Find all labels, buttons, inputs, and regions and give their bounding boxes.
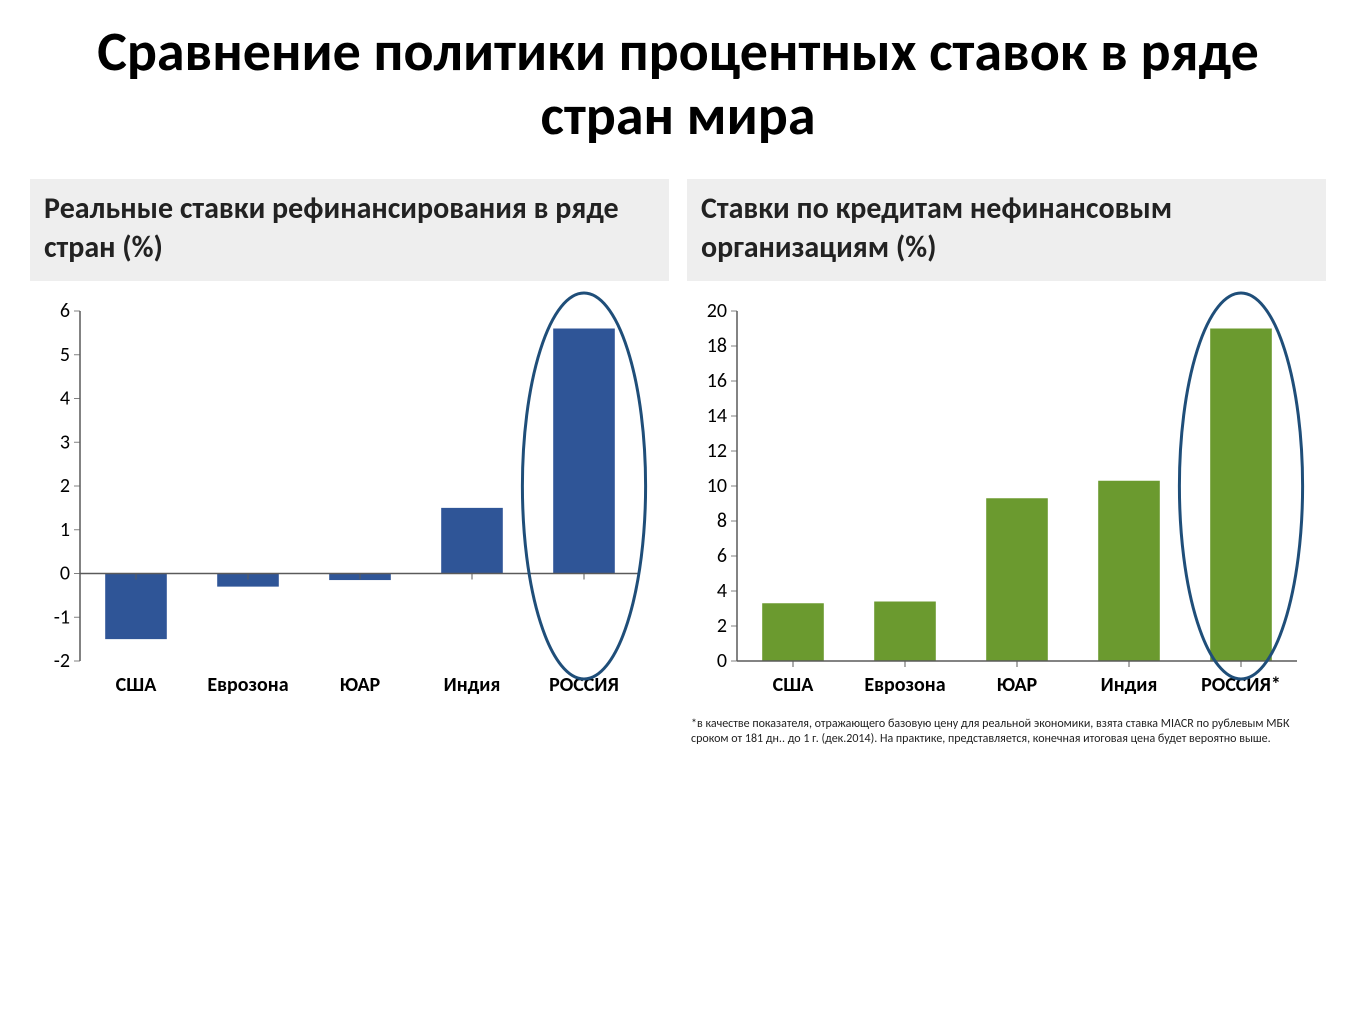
svg-text:4: 4 xyxy=(60,386,70,410)
svg-text:0: 0 xyxy=(60,561,70,585)
svg-text:6: 6 xyxy=(717,544,727,568)
chart-right-svg: 0 2 4 6 8 10 12 14 16 18 20 США Еврозона ЮАР Индия РОСС… xyxy=(687,281,1307,711)
svg-text:6: 6 xyxy=(60,299,70,323)
svg-text:2: 2 xyxy=(60,474,70,498)
main-title: Сравнение политики процентных ставок в р… xyxy=(30,20,1326,149)
svg-text:18: 18 xyxy=(707,334,727,358)
chart-right-title: Ставки по кредитам нефинансовым организа… xyxy=(687,179,1326,281)
svg-text:8: 8 xyxy=(717,509,727,533)
svg-text:ЮАР: ЮАР xyxy=(997,673,1038,697)
chart-left-area: -2 -1 0 1 2 3 4 5 6 США Еврозона ЮАР Индия РОССИЯ xyxy=(30,281,669,751)
svg-text:20: 20 xyxy=(707,299,727,323)
svg-text:РОССИЯ: РОССИЯ xyxy=(549,673,619,697)
charts-row: Реальные ставки рефинансирования в ряде … xyxy=(30,179,1326,751)
chart-panel-left: Реальные ставки рефинансирования в ряде … xyxy=(30,179,669,751)
svg-text:1: 1 xyxy=(60,518,70,542)
svg-text:16: 16 xyxy=(707,369,727,393)
svg-text:Еврозона: Еврозона xyxy=(207,673,288,697)
svg-text:-2: -2 xyxy=(54,649,70,673)
svg-text:14: 14 xyxy=(707,404,727,428)
svg-text:5: 5 xyxy=(60,343,70,367)
svg-text:3: 3 xyxy=(60,430,70,454)
chart-right-footnote: *в качестве показателя, отражающего базо… xyxy=(687,711,1326,751)
slide: Сравнение политики процентных ставок в р… xyxy=(0,0,1356,1022)
chart-left-svg: -2 -1 0 1 2 3 4 5 6 США Еврозона ЮАР Индия РОССИЯ xyxy=(30,281,650,711)
svg-text:Индия: Индия xyxy=(444,673,501,697)
svg-text:ЮАР: ЮАР xyxy=(340,673,381,697)
svg-text:США: США xyxy=(773,673,815,697)
svg-text:-1: -1 xyxy=(54,605,70,629)
svg-text:Индия: Индия xyxy=(1101,673,1158,697)
svg-text:Еврозона: Еврозона xyxy=(864,673,945,697)
svg-text:2: 2 xyxy=(717,614,727,638)
chart-left-title: Реальные ставки рефинансирования в ряде … xyxy=(30,179,669,281)
svg-text:4: 4 xyxy=(717,579,727,603)
svg-text:10: 10 xyxy=(707,474,727,498)
svg-text:РОССИЯ*: РОССИЯ* xyxy=(1201,673,1281,697)
svg-text:США: США xyxy=(116,673,158,697)
chart-panel-right: Ставки по кредитам нефинансовым организа… xyxy=(687,179,1326,751)
chart-right-area: 0 2 4 6 8 10 12 14 16 18 20 США Еврозона ЮАР Индия РОСС… xyxy=(687,281,1326,711)
svg-text:12: 12 xyxy=(707,439,727,463)
svg-text:0: 0 xyxy=(717,649,727,673)
